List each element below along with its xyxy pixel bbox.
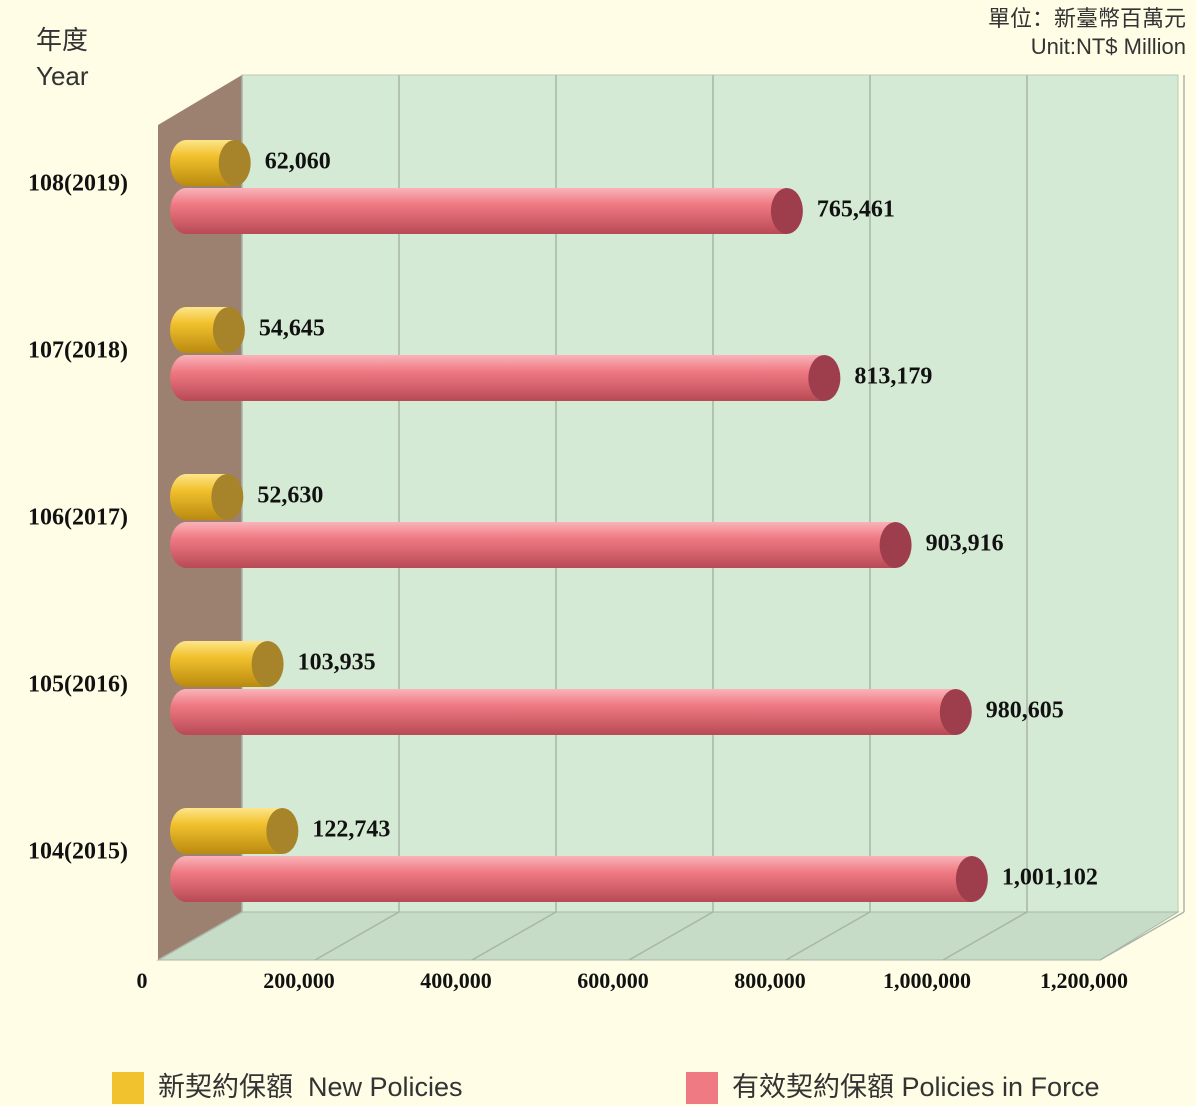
y-label: 年度 [36, 25, 88, 55]
bar-cap [218, 140, 251, 186]
bar [170, 689, 972, 735]
bar-body [186, 856, 972, 902]
bar-cap [251, 641, 284, 687]
bar-cap [879, 522, 912, 568]
bar-body [186, 355, 825, 401]
x-tick-label: 1,200,000 [1040, 968, 1128, 993]
floor [156, 911, 1180, 961]
value-label: 813,179 [854, 364, 932, 390]
value-label: 54,645 [259, 316, 325, 342]
bar [170, 856, 988, 902]
value-label: 62,060 [265, 149, 331, 175]
y-tick-label: 108(2019) [28, 171, 128, 197]
x-tick-label: 800,000 [734, 968, 806, 993]
value-label: 52,630 [257, 483, 323, 509]
legend-swatch [686, 1072, 718, 1104]
floor-grid-line [628, 911, 714, 961]
value-label: 765,461 [817, 197, 895, 223]
bar [170, 522, 912, 568]
bar-cap [955, 856, 988, 902]
bar-body [186, 522, 896, 568]
value-label: 122,743 [312, 817, 390, 843]
value-label: 103,935 [298, 650, 376, 676]
value-label: 903,916 [926, 531, 1004, 557]
floor-grid-line [314, 911, 400, 961]
bar-cap [211, 474, 244, 520]
y-tick-label: 106(2017) [28, 505, 128, 531]
y-label-en: Year [36, 61, 89, 91]
value-label: 980,605 [986, 698, 1064, 724]
legend-label: 有效契約保額 Policies in Force [732, 1072, 1100, 1102]
x-tick-label: 400,000 [420, 968, 492, 993]
bar-body [186, 188, 787, 234]
bar-body [186, 689, 956, 735]
unit-label-en: Unit:NT$ Million [1031, 34, 1186, 59]
y-tick-label: 104(2015) [28, 839, 128, 865]
bar [170, 307, 245, 353]
bar [170, 140, 251, 186]
x-tick-label: 0 [137, 968, 148, 993]
bar [170, 474, 244, 520]
bar-cap [266, 808, 299, 854]
unit-label: 單位：新臺幣百萬元 [988, 6, 1186, 31]
y-tick-label: 105(2016) [28, 672, 128, 698]
bar-cap [939, 689, 972, 735]
legend-label: 新契約保額 New Policies [158, 1072, 463, 1102]
bar-body [186, 808, 283, 854]
x-tick-label: 1,000,000 [883, 968, 971, 993]
bar-cap [212, 307, 245, 353]
value-label: 1,001,102 [1002, 865, 1098, 891]
floor-grid-line [1099, 911, 1185, 961]
floor-grid-line [471, 911, 557, 961]
bar [170, 641, 284, 687]
floor-grid-line [785, 911, 871, 961]
floor-grid-line [157, 911, 243, 961]
x-tick-label: 600,000 [577, 968, 649, 993]
legend-swatch [112, 1072, 144, 1104]
y-tick-label: 107(2018) [28, 338, 128, 364]
bar-cap [808, 355, 841, 401]
bar [170, 355, 841, 401]
bar [170, 808, 299, 854]
bar [170, 188, 803, 234]
x-tick-label: 200,000 [263, 968, 335, 993]
bar-cap [770, 188, 803, 234]
floor-grid-line [942, 911, 1028, 961]
